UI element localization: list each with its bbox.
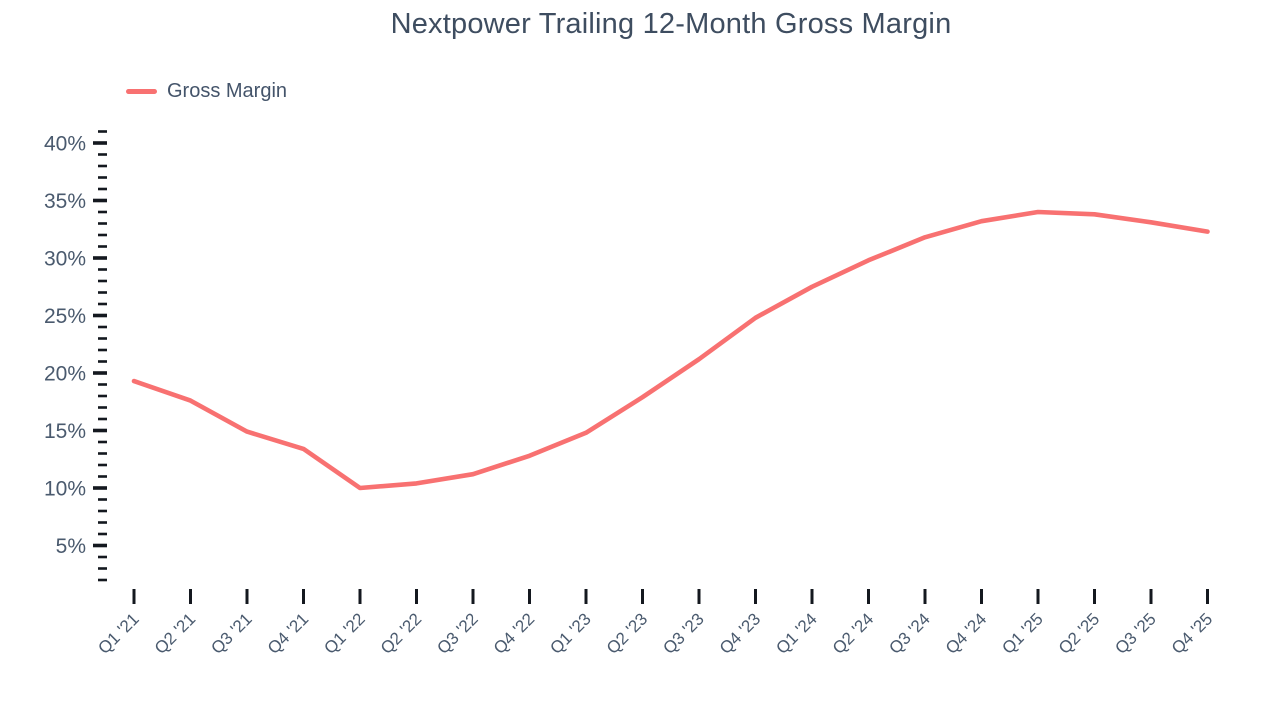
x-tick-label: Q4 '21 [264,609,312,657]
x-tick [980,589,983,604]
x-tick [528,589,531,604]
x-tick [754,589,757,604]
y-minor-tick [98,417,107,421]
x-tick-label: Q2 '21 [151,609,199,657]
x-tick-label: Q2 '25 [1055,609,1103,657]
x-tick-label: Q4 '22 [490,609,538,657]
y-tick-label: 10% [44,478,86,501]
legend: Gross Margin [126,80,287,103]
y-major-tick [93,486,107,490]
y-tick-label: 15% [44,420,86,443]
y-minor-tick [98,222,107,225]
y-minor-tick [98,153,107,156]
x-tick-label: Q2 '22 [377,609,425,657]
y-tick-label: 5% [56,535,86,558]
y-minor-tick [98,532,107,536]
x-tick-label: Q1 '23 [546,609,594,657]
y-minor-tick [98,348,107,352]
x-tick [189,589,192,604]
y-tick-label: 35% [44,190,86,213]
x-tick-label: Q3 '23 [659,609,707,657]
x-tick-label: Q3 '21 [207,609,255,657]
x-tick [1206,589,1209,604]
x-tick [245,589,249,604]
x-tick-label: Q3 '25 [1111,609,1159,657]
x-axis: Q1 '21 Q2 '21 Q3 '21 Q4 '21 Q1 '22 Q2 '22 Q3 '… [94,589,1216,658]
x-tick-label: Q1 '22 [320,609,368,657]
y-minor-tick [98,325,107,329]
x-tick-label: Q3 '22 [433,609,481,657]
x-tick [1149,589,1153,604]
x-tick-label: Q4 '23 [716,609,764,657]
y-minor-tick [98,187,107,191]
y-axis: 5% 10% 15% 20% 25% 30% 35% 40% [44,130,107,582]
x-tick-label: Q2 '24 [829,609,877,657]
x-tick [867,589,870,604]
y-minor-tick [98,337,107,340]
y-minor-tick [98,291,107,294]
y-minor-tick [98,210,107,214]
y-minor-tick [98,567,107,570]
y-minor-tick [98,394,107,398]
y-major-tick [93,256,107,260]
chart-title: Nextpower Trailing 12-Month Gross Margin [390,8,952,40]
x-tick [302,589,305,604]
y-tick-label: 30% [44,248,86,271]
x-tick [132,589,136,604]
x-tick [584,589,588,604]
x-tick [1093,589,1096,604]
y-minor-tick [98,164,107,168]
y-major-tick [93,141,107,145]
x-tick [358,589,362,604]
y-tick-label: 20% [44,363,86,386]
x-tick [471,589,475,604]
series-line-gross-margin [131,209,1210,491]
x-tick-label: Q1 '24 [772,609,820,657]
x-tick-label: Q4 '25 [1168,609,1216,657]
y-minor-tick [98,509,107,513]
y-major-tick [93,198,107,203]
y-minor-tick [98,578,107,582]
x-tick [1036,589,1040,604]
x-tick [641,589,644,604]
y-tick-label: 25% [44,305,86,328]
y-major-tick [93,428,107,433]
y-minor-tick [98,245,107,248]
y-minor-tick [98,302,107,306]
y-minor-tick [98,498,107,501]
y-minor-tick [98,440,107,444]
y-minor-tick [98,233,107,237]
y-minor-tick [98,521,107,524]
y-major-tick [93,313,107,318]
legend-line-swatch-icon [126,89,157,94]
y-minor-tick [98,176,107,179]
legend-label: Gross Margin [167,80,288,102]
y-major-tick [93,543,107,548]
x-tick [810,589,814,604]
y-minor-tick [98,406,107,409]
y-minor-tick [98,268,107,271]
x-tick-label: Q3 '24 [885,609,933,657]
y-minor-tick [98,360,107,363]
x-tick [415,589,418,604]
x-tick [697,589,701,604]
x-tick-label: Q2 '23 [603,609,651,657]
x-tick-label: Q1 '25 [998,609,1046,657]
y-minor-tick [98,555,107,559]
series-lines [131,209,1210,491]
y-minor-tick [98,279,107,283]
x-tick [923,589,927,604]
y-minor-tick [98,452,107,455]
y-minor-tick [98,475,107,478]
x-tick-label: Q1 '21 [94,609,142,657]
y-minor-tick [98,383,107,386]
y-minor-tick [98,130,107,133]
y-tick-label: 40% [44,133,86,156]
y-minor-tick [98,463,107,467]
y-major-tick [93,371,107,375]
x-tick-label: Q4 '24 [942,609,990,657]
